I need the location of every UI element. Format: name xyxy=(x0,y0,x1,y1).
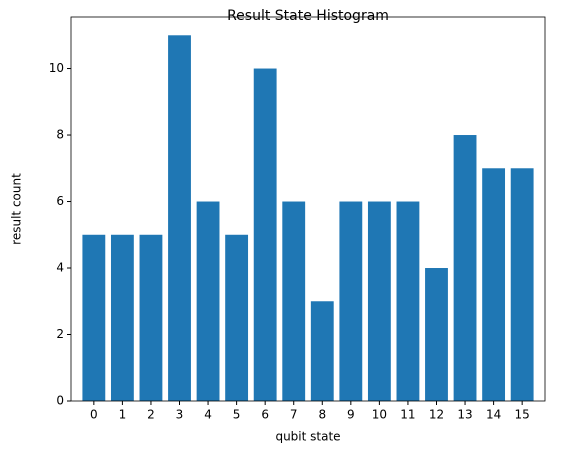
x-tick-label: 0 xyxy=(90,408,98,422)
y-axis-label: result count xyxy=(10,173,24,245)
bar xyxy=(310,301,334,401)
x-tick-label: 14 xyxy=(486,408,501,422)
bar xyxy=(396,201,420,401)
x-tick-label: 9 xyxy=(347,408,355,422)
bar xyxy=(168,35,191,402)
y-tick-label: 6 xyxy=(56,194,64,208)
bar xyxy=(339,201,363,401)
x-tick-label: 7 xyxy=(290,408,298,422)
x-tick-label: 8 xyxy=(318,408,326,422)
x-tick-label: 6 xyxy=(261,408,269,422)
x-axis-label: qubit state xyxy=(275,430,340,444)
bar xyxy=(82,234,106,401)
bar xyxy=(253,68,277,401)
x-tick-label: 3 xyxy=(176,408,184,422)
x-tick-label: 11 xyxy=(400,408,415,422)
plot-frame xyxy=(70,16,546,402)
y-tick-label: 0 xyxy=(56,394,64,408)
bar xyxy=(139,234,163,401)
x-tick-label: 13 xyxy=(457,408,472,422)
x-tick-label: 12 xyxy=(429,408,444,422)
bar xyxy=(510,168,534,401)
x-tick-label: 15 xyxy=(515,408,530,422)
bar xyxy=(425,268,448,401)
y-tick-label: 8 xyxy=(56,128,64,142)
bar xyxy=(367,201,391,401)
bar xyxy=(482,168,506,401)
bar xyxy=(282,201,306,401)
y-tick-label: 2 xyxy=(56,327,64,341)
y-tick-label: 10 xyxy=(49,61,64,75)
chart-title: Result State Histogram xyxy=(227,8,389,24)
bar xyxy=(453,135,477,401)
bar xyxy=(225,234,249,401)
bar xyxy=(110,234,134,401)
y-tick-label: 4 xyxy=(56,261,64,275)
x-tick-label: 5 xyxy=(233,408,241,422)
bar xyxy=(196,201,220,401)
x-tick-label: 1 xyxy=(119,408,127,422)
x-tick-label: 4 xyxy=(204,408,212,422)
x-tick-label: 10 xyxy=(372,408,387,422)
x-tick-label: 2 xyxy=(147,408,155,422)
